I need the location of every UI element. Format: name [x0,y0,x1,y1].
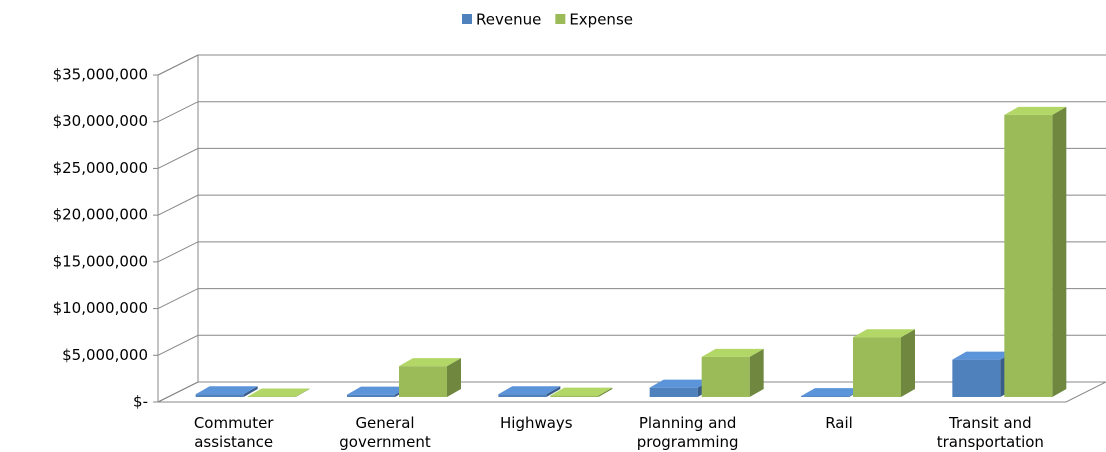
y-tick-label: $5,000,000 [62,346,148,364]
bar [195,394,244,397]
bar-top [347,386,409,395]
bar [399,366,447,397]
bar-side [598,387,613,397]
bar-top [853,329,915,338]
y-tick-label: $20,000,000 [53,206,148,224]
legend-label: Revenue [476,11,541,29]
bar-side [546,386,561,397]
bar [701,356,750,397]
bar-side [243,386,258,397]
grid-line [157,147,1106,169]
side-wall [157,54,199,403]
x-tick-label: Planning and programming [636,414,739,451]
legend-swatch [555,14,566,24]
bar [952,359,1001,397]
bar-top [195,386,258,395]
grid-line [157,194,1106,216]
bar-top [550,387,613,396]
bar [649,387,698,397]
x-tick-label: Rail [825,414,853,432]
grid-line [157,288,1106,310]
y-tick-label: $35,000,000 [53,66,148,84]
grid-line [157,334,1106,356]
grid-line [157,54,1106,76]
x-tick-label: Highways [500,414,573,432]
bar-top [1004,106,1067,115]
bar-top [952,351,1015,360]
bar [853,337,901,397]
bar-top [399,358,461,367]
bar [550,395,599,397]
bar [347,394,395,397]
bar-top [801,388,863,397]
legend-label: Expense [569,11,633,29]
bar [1004,114,1053,398]
grid-line [157,101,1106,123]
bar [801,396,849,397]
bar-top [498,386,561,395]
bar-top [701,348,764,357]
bar-side [901,329,915,397]
bar-side [295,388,310,397]
x-tick-label: Commuter assistance [193,414,274,451]
y-tick-label: $30,000,000 [53,112,148,130]
grid-line [157,241,1106,263]
bar-side [447,358,461,397]
y-tick-label: $25,000,000 [53,159,148,177]
y-tick-label: $10,000,000 [53,299,148,317]
y-tick-label: $15,000,000 [53,252,148,270]
bar [498,394,547,397]
y-tick-label: $- [133,393,148,411]
bar-top [649,379,712,388]
bar-top [247,388,310,397]
grid-line [157,381,1106,403]
legend-swatch [462,14,472,24]
x-tick-label: General government [339,414,431,451]
bar-side [749,348,764,397]
x-tick-label: Transit and transportation [936,414,1044,451]
bar-side [1052,106,1067,398]
